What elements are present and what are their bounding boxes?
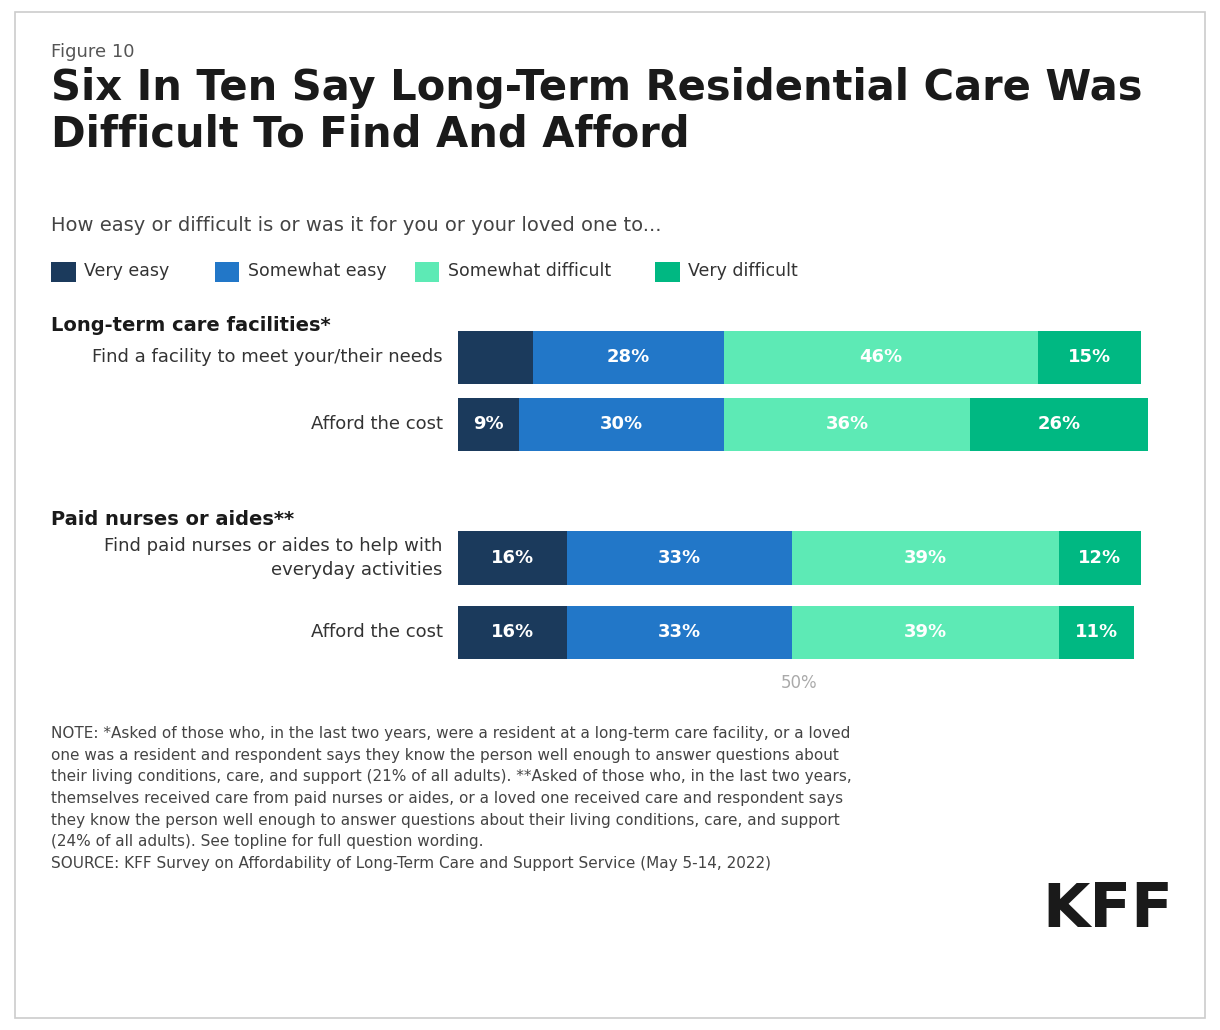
Text: Six In Ten Say Long-Term Residential Care Was
Difficult To Find And Afford: Six In Ten Say Long-Term Residential Car… <box>51 67 1143 156</box>
Bar <box>655 262 680 282</box>
Bar <box>215 262 239 282</box>
Bar <box>1059 606 1133 659</box>
Text: 39%: 39% <box>904 549 947 568</box>
Text: 46%: 46% <box>860 348 903 367</box>
Bar <box>533 331 723 384</box>
Text: Very difficult: Very difficult <box>688 262 798 280</box>
Text: Somewhat difficult: Somewhat difficult <box>448 262 611 280</box>
Bar <box>415 262 439 282</box>
Text: 11%: 11% <box>1075 623 1118 642</box>
Text: Paid nurses or aides**: Paid nurses or aides** <box>51 510 294 528</box>
Text: 9%: 9% <box>473 415 504 434</box>
Text: Very easy: Very easy <box>84 262 170 280</box>
Text: How easy or difficult is or was it for you or your loved one to...: How easy or difficult is or was it for y… <box>51 216 661 235</box>
Text: 26%: 26% <box>1037 415 1080 434</box>
Bar <box>1059 531 1141 585</box>
Bar <box>458 606 567 659</box>
Bar <box>723 331 1038 384</box>
Bar <box>458 531 567 585</box>
Bar <box>567 531 792 585</box>
Text: 28%: 28% <box>606 348 650 367</box>
Text: Find a facility to meet your/their needs: Find a facility to meet your/their needs <box>93 348 443 367</box>
Bar <box>1038 331 1141 384</box>
Text: 39%: 39% <box>904 623 947 642</box>
Bar <box>723 398 970 451</box>
Bar <box>458 398 518 451</box>
Bar <box>792 606 1059 659</box>
Text: 15%: 15% <box>1068 348 1111 367</box>
Text: NOTE: *Asked of those who, in the last two years, were a resident at a long-term: NOTE: *Asked of those who, in the last t… <box>51 726 852 870</box>
FancyBboxPatch shape <box>15 12 1205 1018</box>
Bar <box>518 398 723 451</box>
Bar <box>567 606 792 659</box>
Text: 33%: 33% <box>658 623 702 642</box>
Text: 50%: 50% <box>781 674 817 691</box>
Bar <box>51 262 76 282</box>
Text: Afford the cost: Afford the cost <box>311 623 443 642</box>
Bar <box>792 531 1059 585</box>
Text: Long-term care facilities*: Long-term care facilities* <box>51 316 331 335</box>
Text: Afford the cost: Afford the cost <box>311 415 443 434</box>
Text: Figure 10: Figure 10 <box>51 43 134 61</box>
Text: 36%: 36% <box>826 415 869 434</box>
Text: KFF: KFF <box>1042 881 1174 939</box>
Text: 30%: 30% <box>600 415 643 434</box>
Text: Somewhat easy: Somewhat easy <box>248 262 387 280</box>
Text: 12%: 12% <box>1078 549 1121 568</box>
Text: Find paid nurses or aides to help with
everyday activities: Find paid nurses or aides to help with e… <box>105 538 443 579</box>
Text: 16%: 16% <box>490 623 533 642</box>
Bar <box>970 398 1148 451</box>
Bar <box>458 331 533 384</box>
Text: 16%: 16% <box>490 549 533 568</box>
Text: 33%: 33% <box>658 549 702 568</box>
